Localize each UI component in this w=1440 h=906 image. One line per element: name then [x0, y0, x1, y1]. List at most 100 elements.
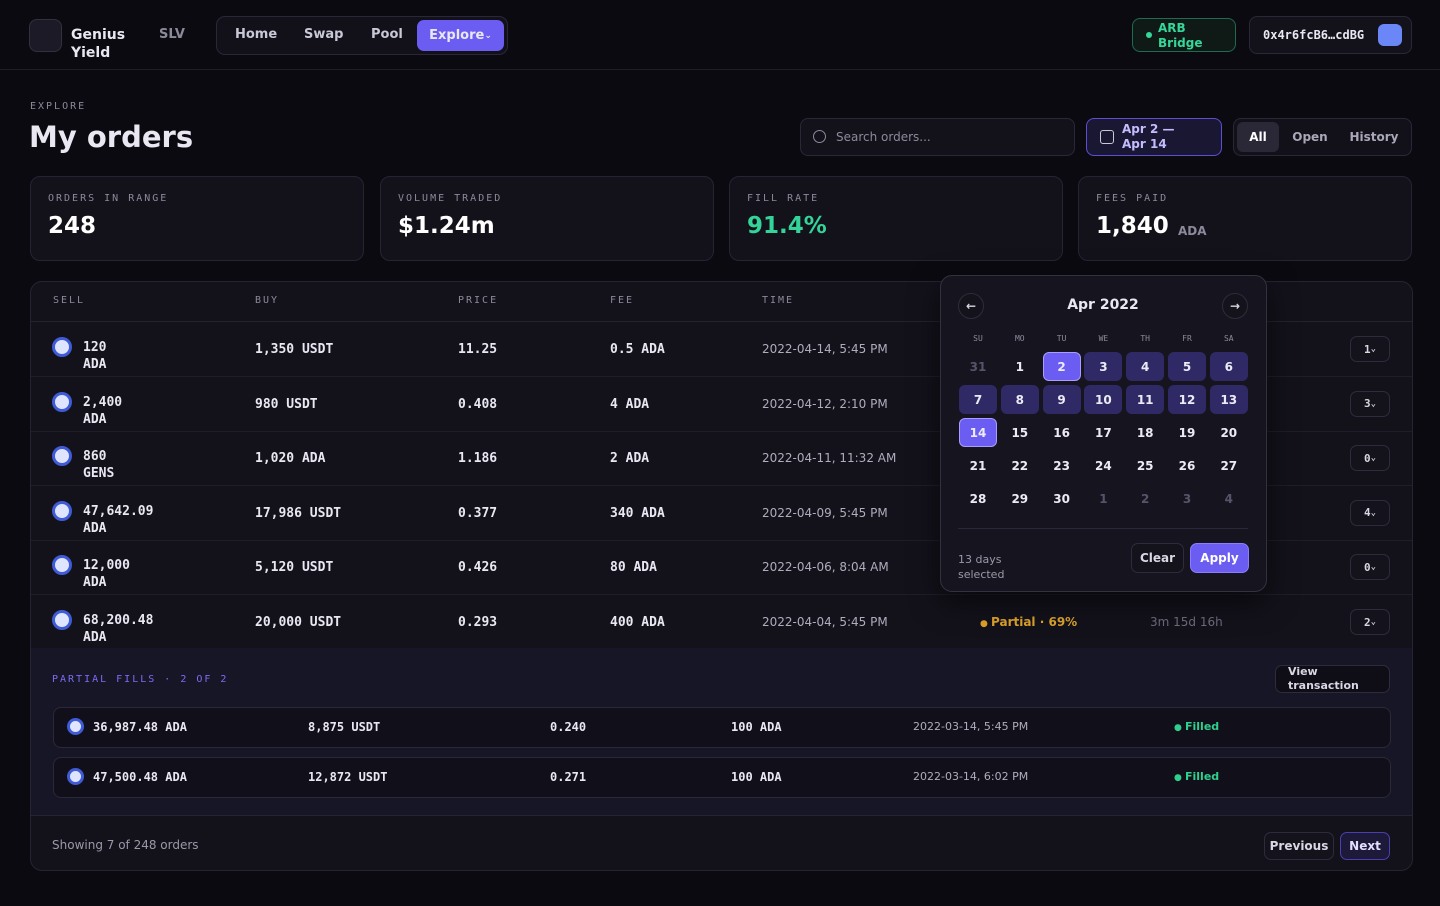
fills-button[interactable]: 2 — [1350, 609, 1390, 635]
fills-button[interactable]: 1 — [1350, 336, 1390, 362]
calendar-day[interactable]: 16 — [1053, 425, 1070, 440]
cell-time: 2022-04-12, 2:10 PM — [762, 396, 888, 411]
calendar-day[interactable]: 31 — [969, 359, 987, 374]
page-title: My orders — [29, 120, 194, 154]
cell-time: 2022-04-09, 5:45 PM — [762, 505, 888, 520]
calendar-day[interactable]: 22 — [1011, 458, 1029, 473]
fills-button[interactable]: 0 — [1350, 554, 1390, 581]
nav-item-active[interactable]: Explore — [417, 20, 504, 51]
calendar-day[interactable]: 26 — [1178, 458, 1196, 473]
bridge-label[interactable]: ARB Bridge — [1158, 21, 1203, 50]
fills-button[interactable]: 0 — [1350, 445, 1390, 472]
stat-value: 248 — [48, 213, 97, 239]
fills-button[interactable]: 4 — [1350, 499, 1390, 526]
view-transaction-button[interactable]: View transaction — [1275, 665, 1390, 693]
date-range-label[interactable]: Apr 2 — Apr 14 — [1122, 122, 1175, 151]
calendar-day[interactable]: 12 — [1168, 385, 1206, 414]
clear-button[interactable]: Clear — [1131, 543, 1184, 573]
prev-month-button[interactable]: ← — [958, 293, 984, 319]
calendar-day[interactable]: 27 — [1220, 458, 1238, 473]
weekday: MO — [1014, 334, 1025, 343]
sell-amount: 120 — [83, 340, 107, 355]
stat-card — [380, 176, 714, 261]
brand[interactable]: Genius Yield — [71, 27, 126, 61]
title-caret[interactable] — [178, 134, 188, 144]
calendar-day[interactable]: 8 — [1000, 385, 1039, 414]
calendar-day[interactable]: 4 — [1126, 352, 1165, 381]
bridge-dot — [1146, 32, 1152, 38]
calendar-day[interactable]: 9 — [1042, 385, 1081, 414]
search-placeholder[interactable]: Search orders... — [836, 130, 931, 144]
calendar-day[interactable]: 6 — [1209, 352, 1248, 381]
calendar-day[interactable]: 3 — [1182, 491, 1192, 506]
calendar-day[interactable]: 29 — [1011, 491, 1029, 506]
nav-item[interactable]: Swap — [304, 27, 344, 42]
sell-token: ADA — [83, 411, 107, 427]
search-input[interactable] — [800, 118, 1075, 156]
nav-item[interactable]: Pool — [371, 27, 403, 42]
weekday: SA — [1223, 334, 1234, 343]
tab[interactable]: All — [1237, 122, 1279, 152]
calendar-day[interactable]: 19 — [1178, 425, 1196, 440]
calendar-day[interactable]: 5 — [1168, 352, 1206, 381]
previous-button[interactable]: Previous — [1264, 832, 1334, 860]
tab[interactable]: History — [1349, 130, 1399, 144]
calendar-day[interactable]: 25 — [1136, 458, 1154, 473]
calendar-day[interactable]: 14 — [959, 418, 997, 447]
calendar-day[interactable]: 17 — [1095, 425, 1112, 440]
fill-row — [53, 757, 1391, 798]
cell-buy: 5,120 USDT — [255, 560, 334, 576]
cell-status: Partial · 69% — [980, 615, 1077, 629]
column-header: TIME — [762, 295, 795, 306]
wallet-address[interactable]: 0x4r6fcB6…cdBG — [1263, 28, 1365, 42]
column-header: FEE — [610, 295, 635, 306]
nav-item[interactable]: SLV — [159, 27, 185, 42]
cell-time: 2022-04-04, 5:45 PM — [762, 615, 888, 629]
date-range-button[interactable] — [1086, 118, 1222, 156]
cell-time: 2022-04-06, 8:04 AM — [762, 560, 889, 575]
token-icon — [67, 718, 84, 735]
calendar-day[interactable]: 2 — [1042, 352, 1081, 381]
calendar-day[interactable]: 11 — [1126, 385, 1165, 414]
stat-label: FEES PAID — [1096, 193, 1169, 204]
fill-fee: 100 ADA — [731, 770, 782, 784]
fills-button[interactable]: 3 — [1350, 390, 1390, 417]
sell-amount: 2,400 — [83, 394, 123, 410]
calendar-day[interactable]: 18 — [1136, 425, 1154, 440]
column-header: BUY — [255, 295, 280, 306]
calendar-day[interactable]: 15 — [1011, 425, 1029, 440]
calendar-day[interactable]: 28 — [969, 491, 987, 506]
weekday: WE — [1098, 334, 1109, 343]
calendar-day[interactable]: 1 — [1099, 491, 1108, 506]
cell-fee: 340 ADA — [610, 505, 665, 521]
calendar-day[interactable]: 7 — [959, 385, 997, 414]
calendar-day[interactable]: 10 — [1084, 385, 1123, 414]
cell-buy: 980 USDT — [255, 396, 318, 412]
eyebrow-label: EXPLORE — [30, 101, 87, 112]
cell-buy: 1,020 ADA — [255, 451, 326, 467]
calendar-day[interactable]: 13 — [1209, 385, 1248, 414]
weekday: TU — [1056, 334, 1067, 343]
calendar-day[interactable]: 24 — [1095, 458, 1112, 473]
apply-button[interactable]: Apply — [1190, 543, 1249, 573]
row-divider — [31, 430, 1412, 432]
calendar-day[interactable]: 21 — [969, 458, 987, 473]
calendar-day[interactable]: 20 — [1220, 425, 1238, 440]
sell-amount: 68,200.48 — [83, 613, 154, 628]
calendar-day[interactable]: 1 — [1015, 359, 1024, 374]
sell-token: GENS — [83, 466, 115, 482]
calendar-day[interactable]: 30 — [1053, 491, 1070, 506]
calendar-day[interactable]: 4 — [1224, 491, 1233, 506]
stat-value: 91.4% — [747, 213, 827, 239]
calendar-day[interactable]: 23 — [1053, 458, 1070, 473]
tab[interactable]: Open — [1292, 130, 1328, 144]
cell-fee: 4 ADA — [610, 396, 650, 412]
next-button[interactable]: Next — [1340, 832, 1390, 860]
logo[interactable] — [29, 19, 62, 52]
nav-item[interactable]: Home — [235, 27, 278, 42]
bridge-button[interactable] — [1132, 18, 1236, 52]
next-month-button[interactable]: → — [1222, 293, 1248, 319]
calendar-day[interactable]: 2 — [1141, 491, 1150, 506]
calendar-day[interactable]: 3 — [1084, 352, 1123, 381]
column-header: PRICE — [458, 295, 499, 306]
